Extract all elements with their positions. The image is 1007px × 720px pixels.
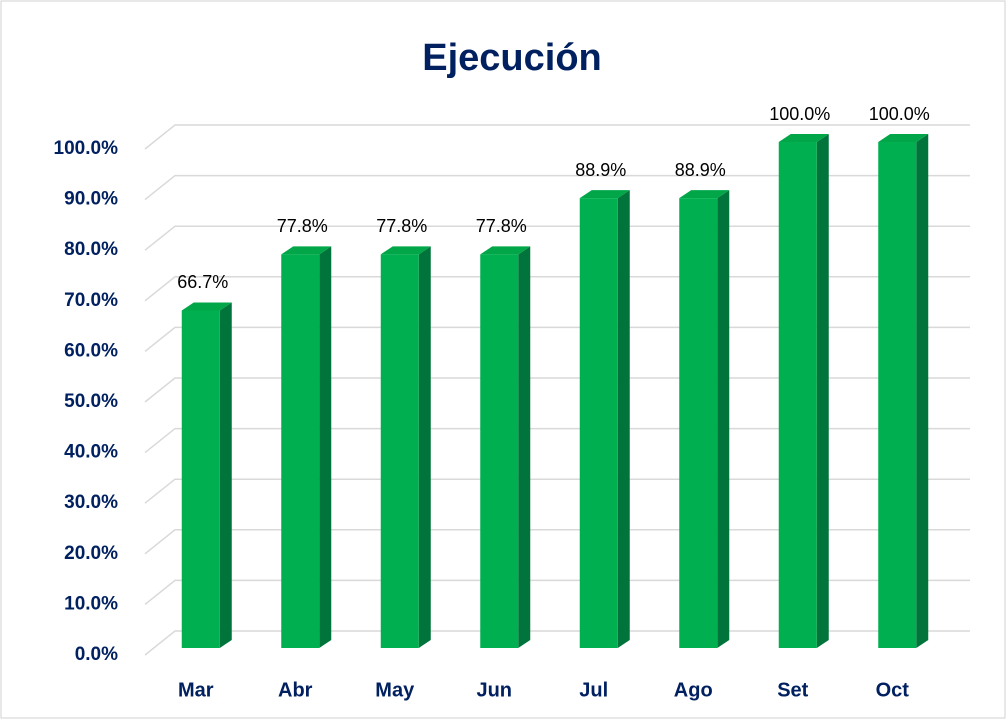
bar-front xyxy=(480,254,519,648)
bar-side xyxy=(418,246,431,648)
bar xyxy=(679,190,730,648)
value-label: 88.9% xyxy=(575,160,626,180)
x-tick-label: Set xyxy=(777,679,808,701)
value-label: 77.8% xyxy=(277,216,328,236)
y-tick-label: 20.0% xyxy=(64,543,118,564)
x-tick-label: Ago xyxy=(674,679,713,701)
value-label: 100.0% xyxy=(869,104,930,124)
bar-top xyxy=(281,246,332,255)
x-tick-label: Abr xyxy=(278,679,313,701)
bar-top xyxy=(778,134,829,142)
value-label: 77.8% xyxy=(476,216,527,236)
bar-front xyxy=(579,198,618,648)
x-tick-label: Jun xyxy=(476,679,512,701)
y-tick-label: 80.0% xyxy=(64,239,118,260)
y-tick-label: 30.0% xyxy=(64,492,118,513)
bar-front xyxy=(281,254,320,648)
value-label: 88.9% xyxy=(675,160,726,180)
bar xyxy=(181,302,232,648)
bar-side xyxy=(617,190,630,648)
bar-front xyxy=(878,142,917,648)
bar-top xyxy=(679,190,730,199)
y-tick-label: 0.0% xyxy=(75,644,118,665)
bar xyxy=(380,246,431,648)
bar-side xyxy=(319,246,332,648)
bar xyxy=(480,246,531,648)
chart-title: Ejecución xyxy=(422,37,602,79)
bar-top xyxy=(878,134,929,142)
bar-side xyxy=(518,246,531,648)
grid-line xyxy=(144,124,970,150)
bar-side xyxy=(916,134,929,648)
y-tick-label: 90.0% xyxy=(64,189,118,210)
y-tick-label: 40.0% xyxy=(64,442,118,463)
y-tick-label: 60.0% xyxy=(64,340,118,361)
bar-front xyxy=(380,254,419,648)
y-tick-label: 70.0% xyxy=(64,290,118,311)
value-label: 77.8% xyxy=(376,216,427,236)
bar xyxy=(878,134,929,648)
bar xyxy=(778,134,829,648)
bar-top xyxy=(380,246,431,255)
bar-top xyxy=(480,246,531,255)
y-tick-label: 100.0% xyxy=(54,138,119,159)
x-tick-label: May xyxy=(375,679,415,701)
bar-side xyxy=(717,190,730,648)
bar-top xyxy=(181,302,232,311)
grid-line xyxy=(144,174,970,201)
x-tick-label: Oct xyxy=(876,679,910,701)
value-label: 66.7% xyxy=(177,272,228,292)
y-tick-label: 50.0% xyxy=(64,391,118,412)
x-tick-label: Mar xyxy=(178,679,214,701)
bar xyxy=(579,190,630,648)
bar xyxy=(281,246,332,648)
bar-side xyxy=(219,302,232,648)
y-tick-label: 10.0% xyxy=(64,593,118,614)
bar-top xyxy=(579,190,630,199)
value-label: 100.0% xyxy=(769,104,830,124)
bar-front xyxy=(679,198,718,648)
bar-side xyxy=(816,134,829,648)
x-tick-label: Jul xyxy=(579,679,608,701)
bar-front xyxy=(778,142,817,648)
bar-front xyxy=(181,310,220,648)
